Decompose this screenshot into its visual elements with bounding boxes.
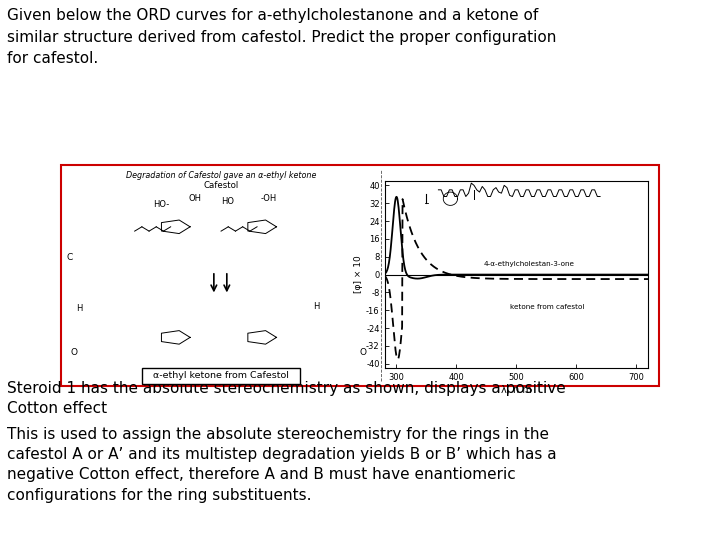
Text: HO-: HO- [153,200,169,209]
Text: H: H [313,302,319,311]
Text: -OH: -OH [261,194,277,204]
Text: O: O [359,348,366,357]
Text: O: O [71,348,78,357]
Text: H: H [76,304,82,313]
Text: α-ethyl ketone from Cafestol: α-ethyl ketone from Cafestol [153,372,289,380]
Text: Given below the ORD curves for a-ethylcholestanone and a ketone of
similar struc: Given below the ORD curves for a-ethylch… [7,8,557,66]
Text: 4-α-ethylcholestan-3-one: 4-α-ethylcholestan-3-one [483,261,575,267]
Bar [61,165,659,386]
Text: This is used to assign the absolute stereochemistry for the rings in the
cafesto: This is used to assign the absolute ster… [7,427,557,503]
Text: ketone from cafestol: ketone from cafestol [510,303,585,309]
Y-axis label: [φ] × 10: [φ] × 10 [354,256,364,293]
Text: Degradation of Cafestol gave an α-ethyl ketone: Degradation of Cafestol gave an α-ethyl … [126,171,316,180]
Text: Steroid 1 has the absolute stereochemistry as shown, displays a positive
Cotton : Steroid 1 has the absolute stereochemist… [7,381,566,416]
Bar [142,368,300,384]
X-axis label: λ, n m: λ, n m [501,385,531,395]
Text: OH: OH [189,194,202,204]
Text: C: C [67,253,73,262]
Text: Cafestol: Cafestol [204,181,239,190]
Text: HO: HO [221,197,234,206]
